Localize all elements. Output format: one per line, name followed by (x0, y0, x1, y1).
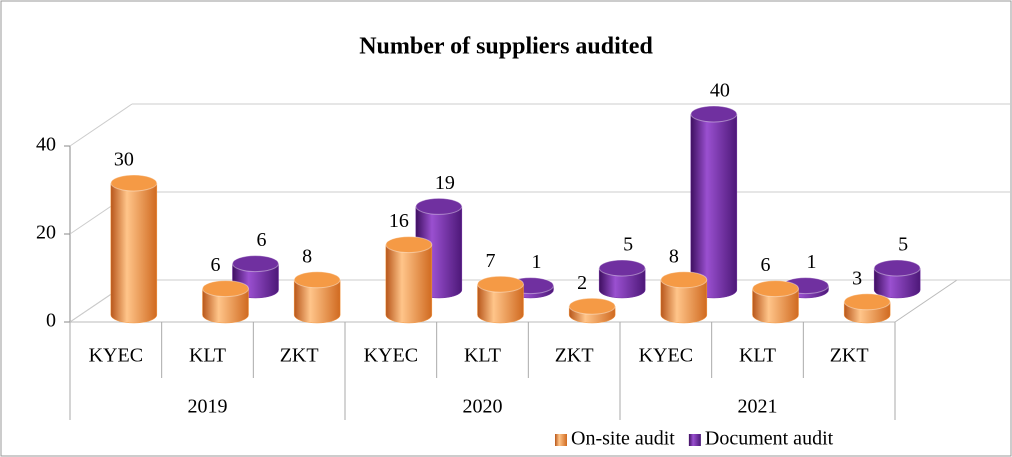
legend-label: Document audit (705, 428, 834, 450)
bar-body (598, 267, 646, 299)
x-tick-label: KYEC (364, 345, 418, 367)
data-label: 8 (302, 245, 312, 267)
bar-top (415, 197, 463, 215)
x-tick-label: KLT (189, 345, 226, 367)
bar-top (752, 280, 799, 298)
bar-body (752, 288, 799, 324)
data-label: 5 (623, 234, 633, 256)
bar (477, 275, 524, 324)
bar-body (873, 267, 921, 299)
bar-body (202, 288, 249, 324)
bar-top (232, 255, 279, 273)
bar-body (660, 279, 708, 324)
chart-title: Number of suppliers audited (359, 34, 653, 60)
x-tick-label: KLT (464, 345, 501, 367)
x-tick-label: KYEC (639, 345, 693, 367)
bar-top (568, 297, 616, 315)
data-label: 1 (532, 251, 542, 273)
data-label: 1 (807, 251, 817, 273)
data-label: 40 (710, 80, 730, 102)
bar-body (110, 182, 158, 324)
group-label: 2019 (188, 396, 228, 418)
legend-swatch (688, 434, 701, 446)
bar-top (202, 280, 249, 298)
x-tick-label: KYEC (89, 345, 143, 367)
y-tick-label: 40 (36, 134, 56, 156)
bar (110, 174, 158, 324)
data-label: 30 (114, 149, 134, 171)
grid-line (69, 103, 133, 147)
bar (690, 105, 738, 299)
group-label: 2020 (463, 396, 503, 418)
bar-body (293, 279, 341, 324)
bar (385, 236, 433, 324)
x-tick-label: ZKT (280, 345, 319, 367)
bar-top (873, 259, 921, 277)
y-tick-label: 0 (46, 310, 56, 332)
bar-top (385, 236, 433, 254)
bar-top (660, 271, 708, 289)
legend-label: On-site audit (571, 428, 675, 450)
data-label: 16 (389, 210, 409, 232)
bar (202, 280, 249, 324)
data-label: 2 (577, 272, 587, 294)
y-tick-label: 20 (36, 222, 56, 244)
x-tick-label: KLT (739, 345, 776, 367)
bar (660, 271, 708, 324)
bar-top (110, 174, 158, 192)
bar-body (477, 283, 524, 324)
data-label: 6 (257, 229, 267, 251)
bar-top (598, 259, 646, 277)
data-label: 3 (852, 267, 862, 289)
x-tick-label: ZKT (830, 345, 869, 367)
data-label: 19 (435, 172, 455, 194)
bar (873, 259, 921, 299)
bar-top (293, 271, 341, 289)
group-label: 2021 (738, 396, 778, 418)
bar (598, 259, 646, 299)
data-label: 7 (486, 250, 496, 272)
data-label: 6 (761, 254, 771, 276)
bar-body (690, 113, 738, 299)
bar (752, 280, 799, 324)
data-label: 8 (669, 245, 679, 267)
legend-swatch (555, 434, 567, 446)
bar (568, 297, 616, 324)
bar (843, 293, 891, 324)
data-label: 5 (898, 234, 908, 256)
data-label: 6 (211, 254, 221, 276)
bar (293, 271, 341, 324)
bar-top (477, 275, 524, 293)
bar-top (690, 105, 738, 123)
x-tick-label: ZKT (555, 345, 594, 367)
bar-body (385, 244, 433, 324)
bar-top (843, 293, 891, 311)
